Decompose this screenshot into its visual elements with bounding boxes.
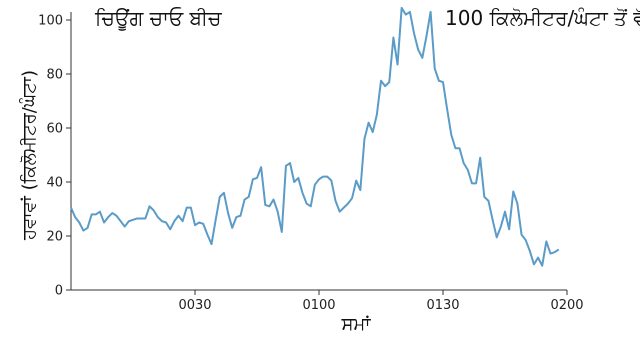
y-tick-label: 80 xyxy=(46,68,63,83)
y-axis-title: ਹਵਾਵਾਂ (ਕਿਲੋਮੀਟਰ/ਘੰਟਾ) xyxy=(19,70,40,241)
annotation-threshold: 100 ਕਿਲੋਮੀਟਰ/ਘੰਟਾ ਤੋਂ ਵੱਧ xyxy=(445,6,640,30)
x-tick-label: 0030 xyxy=(178,298,211,313)
series-line xyxy=(70,6,560,267)
y-tick-label: 20 xyxy=(46,230,63,245)
y-axis-ticks: 0 20 40 60 80 100 xyxy=(38,14,71,299)
y-tick-label: 60 xyxy=(46,122,63,137)
x-axis-ticks: 0030 0100 0130 0200 xyxy=(178,290,584,313)
axes xyxy=(70,12,567,291)
annotation-location: ਚਿਊਂਗ ਚਾਓ ਬੀਚ xyxy=(94,6,222,31)
x-tick-label: 0200 xyxy=(550,298,583,313)
y-tick-label: 40 xyxy=(46,176,63,191)
y-tick-label: 0 xyxy=(55,284,63,299)
y-tick-label: 100 xyxy=(38,14,63,29)
x-axis-title: ਸਮਾਂ xyxy=(341,314,372,335)
x-tick-label: 0100 xyxy=(302,298,335,313)
x-tick-label: 0130 xyxy=(426,298,459,313)
